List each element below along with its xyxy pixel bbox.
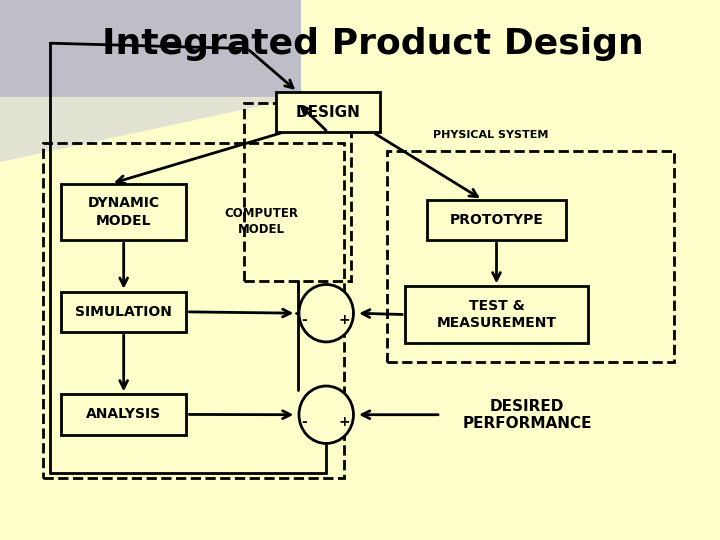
Text: +: + <box>338 313 350 327</box>
Text: Integrated Product Design: Integrated Product Design <box>102 27 644 61</box>
Text: DYNAMIC
MODEL: DYNAMIC MODEL <box>88 197 160 227</box>
Text: TEST &
MEASUREMENT: TEST & MEASUREMENT <box>436 299 557 330</box>
Ellipse shape <box>299 386 354 443</box>
Bar <box>405 286 588 343</box>
Bar <box>244 103 351 281</box>
Text: DESIGN: DESIGN <box>296 105 361 119</box>
Text: DESIRED
PERFORMANCE: DESIRED PERFORMANCE <box>462 399 592 431</box>
Polygon shape <box>0 97 301 162</box>
Bar <box>61 394 186 435</box>
Bar <box>43 143 344 478</box>
Bar <box>61 292 186 332</box>
Text: +: + <box>338 415 350 429</box>
Bar <box>387 151 674 362</box>
Polygon shape <box>0 0 301 97</box>
Ellipse shape <box>299 285 354 342</box>
Bar <box>61 184 186 240</box>
Text: COMPUTER
MODEL: COMPUTER MODEL <box>225 207 299 236</box>
Text: PHYSICAL SYSTEM: PHYSICAL SYSTEM <box>433 130 549 140</box>
Bar <box>276 92 380 132</box>
Text: ANALYSIS: ANALYSIS <box>86 408 161 421</box>
Text: -: - <box>301 415 307 429</box>
Text: -: - <box>301 313 307 327</box>
Text: SIMULATION: SIMULATION <box>75 305 172 319</box>
Text: PROTOTYPE: PROTOTYPE <box>449 213 544 227</box>
Bar <box>426 200 567 240</box>
